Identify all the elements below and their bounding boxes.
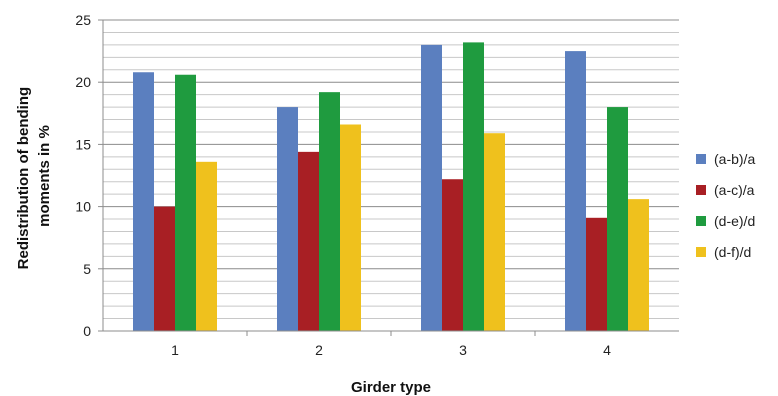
bar [421, 44, 442, 331]
y-tick-label: 0 [83, 323, 91, 339]
legend-label: (d-f)/d [714, 244, 751, 260]
bar [298, 151, 319, 331]
bar [133, 72, 154, 332]
legend-label: (a-b)/a [714, 151, 755, 167]
bar [175, 74, 196, 332]
legend-swatch [696, 154, 706, 164]
bar [484, 133, 505, 331]
bar [565, 51, 586, 331]
bar [196, 161, 217, 331]
bar [340, 124, 361, 331]
legend-label: (d-e)/d [714, 213, 755, 229]
bar [463, 42, 484, 331]
x-tick-label: 1 [171, 342, 179, 358]
bar [154, 206, 175, 331]
bar [586, 217, 607, 331]
legend-swatch [696, 185, 706, 195]
y-axis-title-line-2: moments in % [36, 125, 53, 227]
bar [607, 107, 628, 331]
y-axis-title: Redistribution of bending moments in % [15, 83, 53, 270]
y-tick-label: 20 [75, 74, 91, 90]
legend-label: (a-c)/a [714, 182, 755, 198]
y-tick-labels: 0 5 10 15 20 25 [75, 12, 103, 339]
bar [277, 107, 298, 331]
legend-swatch [696, 216, 706, 226]
bar [442, 179, 463, 331]
y-tick-label: 15 [75, 136, 91, 152]
y-tick-label: 10 [75, 199, 91, 215]
x-tick-label: 2 [315, 342, 323, 358]
bars-group [133, 42, 649, 332]
bar [319, 92, 340, 331]
bar [628, 199, 649, 331]
x-tick-label: 3 [459, 342, 467, 358]
y-axis-title-line-1: Redistribution of bending [15, 87, 32, 269]
y-tick-label: 25 [75, 12, 91, 28]
legend-swatch [696, 247, 706, 257]
x-axis-title: Girder type [351, 379, 431, 396]
x-tick-label: 4 [603, 342, 611, 358]
y-tick-label: 5 [83, 261, 91, 277]
x-tick-labels: 1 2 3 4 [171, 331, 611, 358]
legend: (a-b)/a (a-c)/a (d-e)/d (d-f)/d [696, 151, 755, 260]
